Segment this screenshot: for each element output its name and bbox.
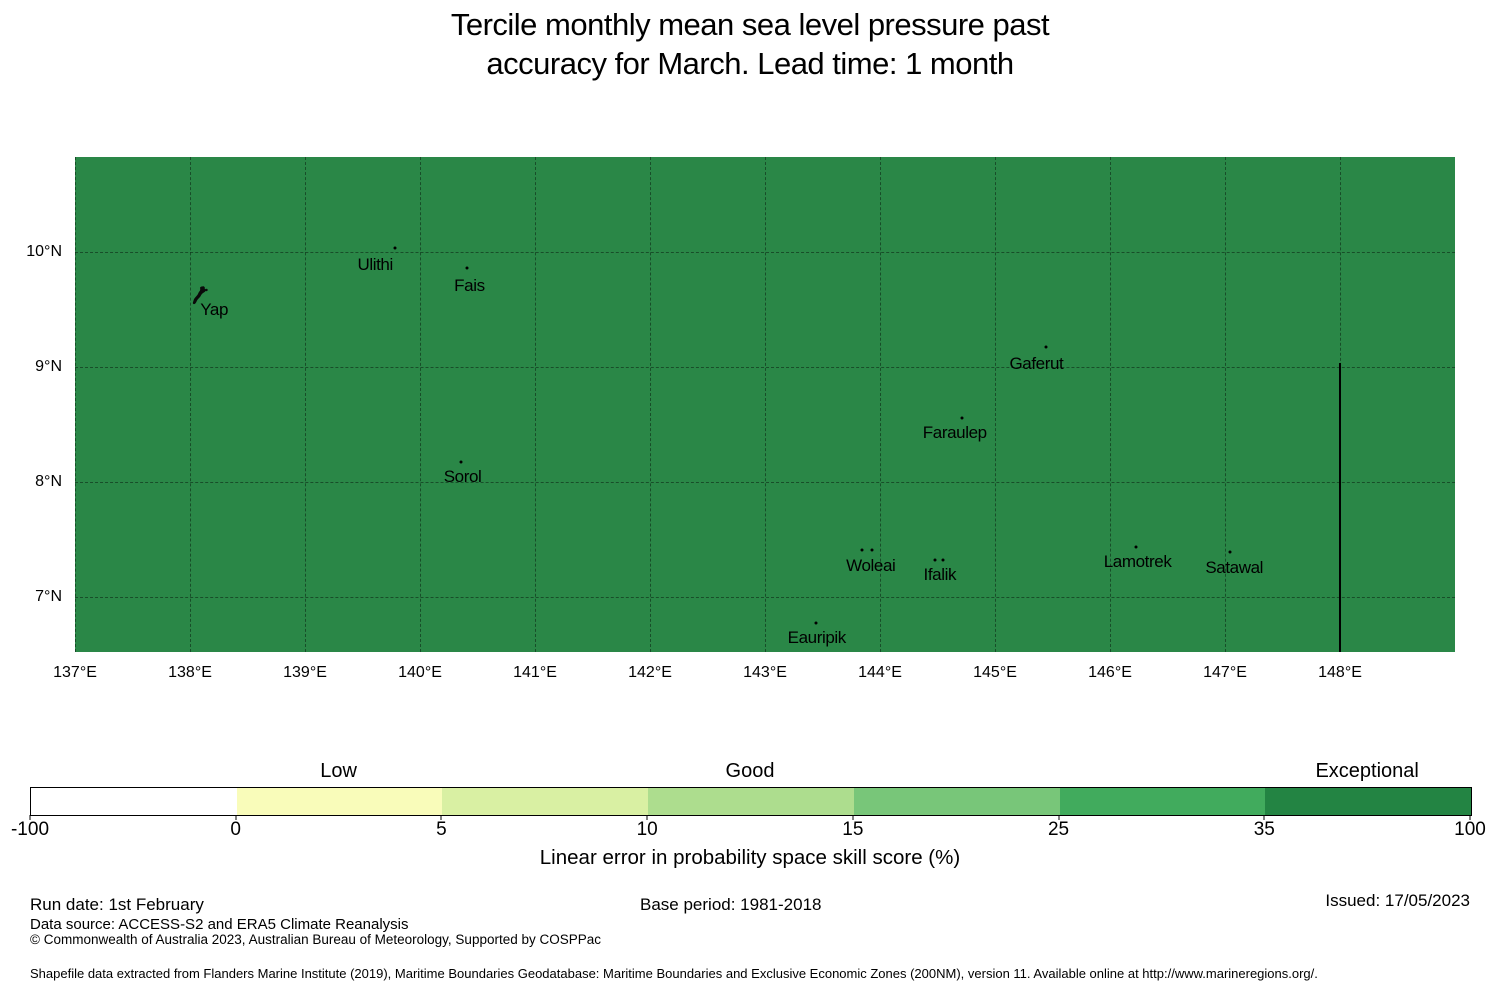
lon-tick-label: 146°E (1088, 664, 1132, 681)
satawal-island-label: Satawal (1205, 558, 1264, 578)
eez-boundary-line (1339, 362, 1341, 652)
fais-island-label: Fais (454, 275, 485, 295)
figure-title-line2: accuracy for March. Lead time: 1 month (486, 46, 1014, 81)
faraulep-island-label: Faraulep (922, 422, 987, 442)
lon-tick-label: 142°E (628, 664, 672, 681)
meridian-gridline (995, 157, 996, 652)
data-source-text: Data source: ACCESS-S2 and ERA5 Climate … (30, 916, 409, 933)
colorbar-tick (646, 815, 648, 820)
lon-tick-label: 141°E (513, 664, 557, 681)
meridian-gridline (880, 157, 881, 652)
yap-island-outline (190, 285, 210, 317)
colorbar-tick-label: 15 (842, 819, 864, 840)
satawal-island-marker (1228, 550, 1232, 554)
colorbar-tick-label: 100 (1454, 819, 1486, 840)
ulithi-island-label: Ulithi (357, 254, 393, 274)
colorbar-tick-label: -100 (10, 819, 50, 840)
sorol-island-label: Sorol (443, 467, 482, 487)
figure-title: Tercile monthly mean sea level pressure … (0, 5, 1500, 83)
colorbar-segment-10-to-15 (648, 788, 854, 815)
sorol-island-marker (459, 460, 463, 464)
meridian-gridline (1225, 157, 1226, 652)
yap-island-label: Yap (200, 299, 229, 319)
colorbar-category-label-exceptional: Exceptional (1315, 760, 1419, 782)
woleai-island-marker (860, 548, 864, 552)
woleai-island-label: Woleai (846, 555, 896, 575)
lon-tick-label: 143°E (743, 664, 787, 681)
lat-tick-label: 8°N (35, 473, 62, 491)
lon-tick-label: 138°E (168, 664, 212, 681)
meridian-gridline (1110, 157, 1111, 652)
base-period-text: Base period: 1981-2018 (640, 895, 822, 914)
lat-tick-label: 9°N (35, 358, 62, 376)
meridian-gridline (305, 157, 306, 652)
eauripik-island-marker (814, 621, 818, 625)
colorbar-tick (29, 815, 31, 820)
colorbar-tick-label: 25 (1047, 819, 1070, 840)
lon-tick-label: 145°E (973, 664, 1017, 681)
lon-tick-label: 137°E (53, 664, 97, 681)
shapefile-note-text: Shapefile data extracted from Flanders M… (30, 966, 1318, 981)
colorbar-tick-label: 10 (636, 819, 658, 840)
parallel-gridline (75, 252, 1455, 254)
lamotrek-island-marker (1134, 545, 1138, 549)
parallel-gridline (75, 596, 1455, 598)
colorbar-segment-5-to-10 (442, 788, 649, 815)
meridian-gridline (765, 157, 766, 652)
meridian-gridline (190, 157, 191, 652)
colorbar-segment-0-to-5 (236, 788, 443, 815)
ifalik-island-marker (941, 558, 945, 562)
colorbar-tick (852, 815, 854, 820)
meridian-gridline (420, 157, 421, 652)
ulithi-island-marker (393, 246, 397, 250)
colorbar-tick-label: 35 (1253, 819, 1275, 840)
ifalik-island-label: Ifalik (923, 565, 957, 585)
lat-tick-label: 10°N (26, 243, 62, 261)
lamotrek-island-label: Lamotrek (1103, 552, 1172, 572)
lon-tick-label: 139°E (283, 664, 327, 681)
lat-tick-label: 7°N (35, 587, 62, 605)
colorbar-axis-label: Linear error in probability space skill … (539, 846, 961, 869)
woleai-island-marker (870, 548, 874, 552)
gaferut-island-marker (1044, 345, 1048, 348)
parallel-gridline (75, 482, 1455, 484)
colorbar-segment-35-to-100 (1265, 788, 1472, 815)
colorbar-category-label-good: Good (725, 760, 775, 782)
issued-date-text: Issued: 17/05/2023 (1325, 891, 1470, 910)
colorbar-tick (1469, 815, 1471, 820)
figure-title-line1: Tercile monthly mean sea level pressure … (450, 7, 1050, 42)
colorbar-segment-25-to-35 (1059, 788, 1266, 815)
lon-tick-label: 140°E (398, 664, 442, 681)
colorbar-category-label-low: Low (320, 760, 357, 782)
colorbar-tick (1058, 815, 1060, 820)
colorbar-tick (235, 815, 237, 820)
meridian-gridline (75, 157, 76, 652)
ifalik-island-marker (933, 558, 937, 562)
fais-island-marker (465, 266, 469, 270)
parallel-gridline (75, 367, 1455, 369)
run-date-text: Run date: 1st February (30, 895, 204, 914)
lon-tick-label: 144°E (858, 664, 902, 681)
colorbar-segment--100-to-0 (31, 788, 237, 815)
copyright-text: © Commonwealth of Australia 2023, Austra… (30, 932, 602, 947)
gaferut-island-label: Gaferut (1009, 353, 1064, 373)
colorbar (30, 787, 1472, 816)
lon-tick-label: 148°E (1318, 664, 1362, 681)
eauripik-island-label: Eauripik (787, 628, 847, 648)
colorbar-tick-label: 5 (436, 819, 447, 840)
map-panel: Yap Ulithi Fais Sorol Gaferut Faraulep Woleai I… (75, 157, 1455, 652)
lon-tick-label: 147°E (1203, 664, 1247, 681)
meridian-gridline (650, 157, 651, 652)
colorbar-tick (440, 815, 442, 820)
colorbar-tick-label: 0 (230, 819, 241, 840)
meridian-gridline (535, 157, 536, 652)
faraulep-island-marker (960, 416, 964, 420)
colorbar-segment-15-to-25 (853, 788, 1060, 815)
colorbar-tick (1263, 815, 1265, 820)
